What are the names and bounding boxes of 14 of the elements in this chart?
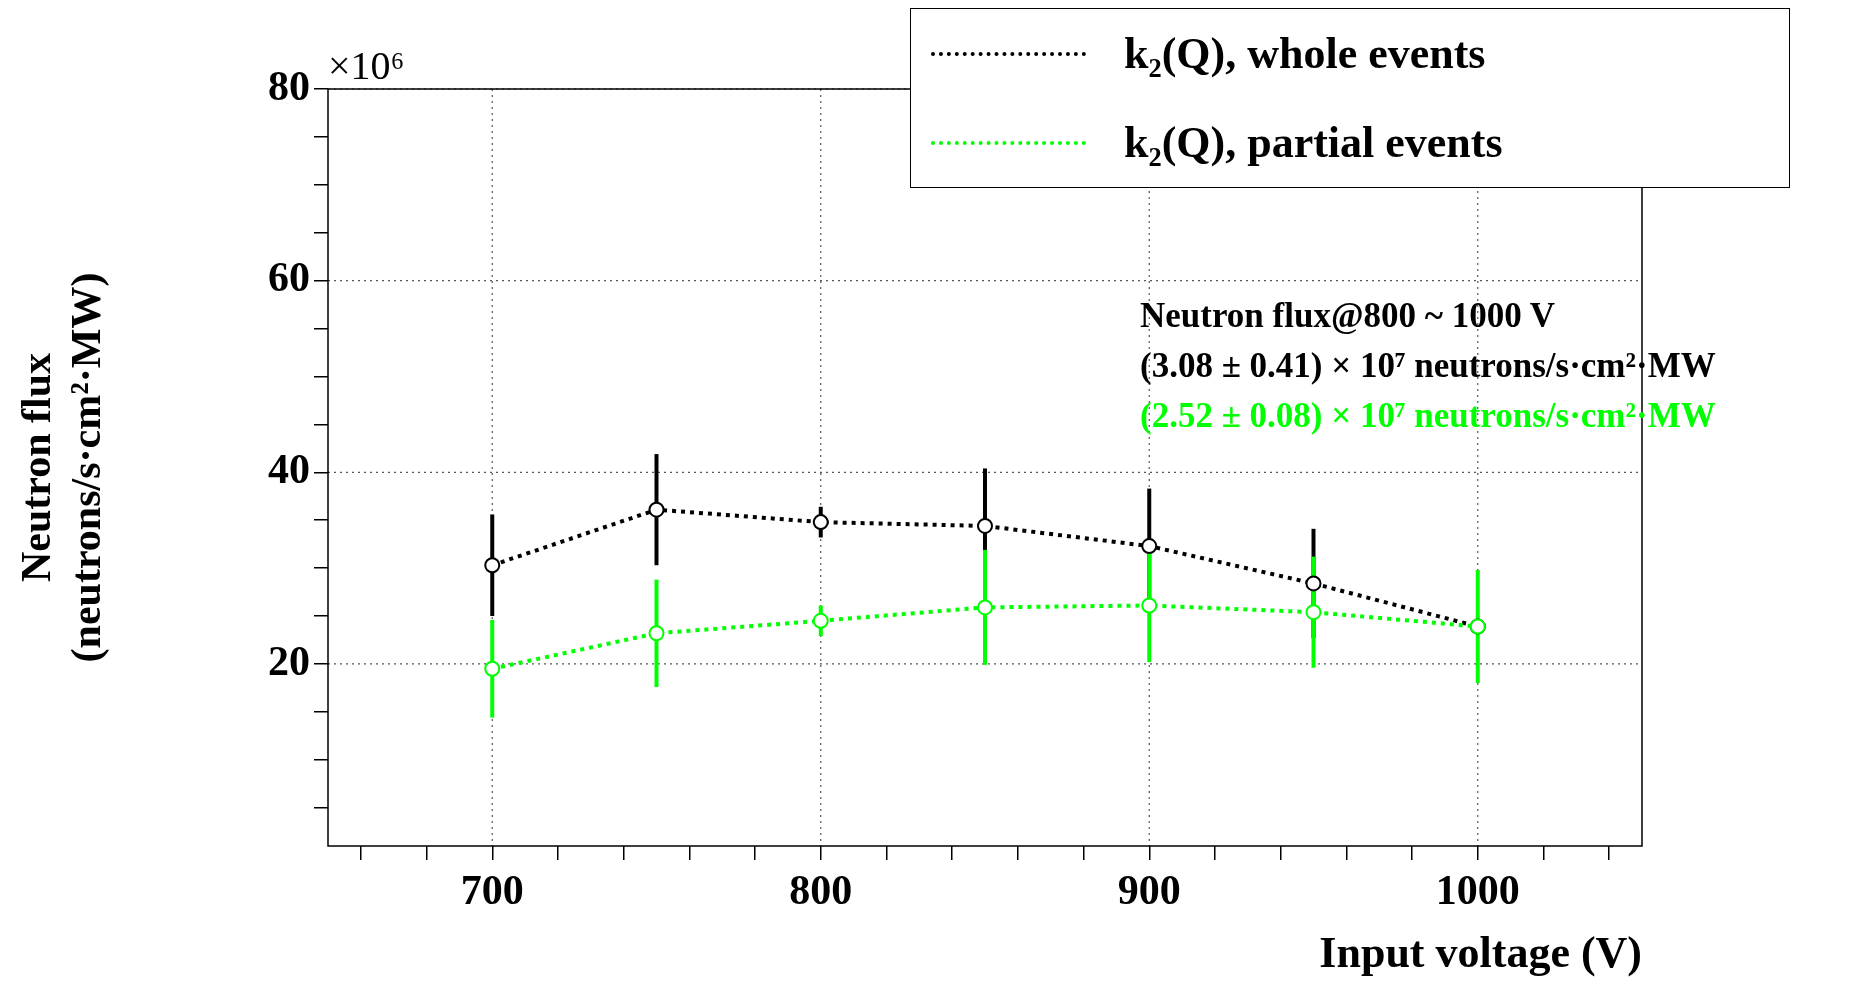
text: ×10⁶ <box>328 43 405 88</box>
legend-label: k₂(Q), whole events <box>1124 28 1486 79</box>
legend-label: k₂(Q), partial events <box>1124 117 1503 168</box>
x-axis-title: Input voltage (V) <box>1319 927 1642 977</box>
x-tick-label: 900 <box>1117 867 1181 914</box>
y-tick-label: 40 <box>268 446 310 493</box>
y-tick-label: 20 <box>268 637 310 684</box>
y-axis-title: Neutron flux (neutrons/s·cm²·MW) <box>13 272 111 663</box>
x-tick-label: 700 <box>460 867 524 914</box>
annotation: Neutron flux@800 ~ 1000 V <box>1140 296 1556 335</box>
y-tick-label: 80 <box>268 62 310 109</box>
x-tick-label: 800 <box>789 867 853 914</box>
x-tick-label: 1000 <box>1435 867 1520 914</box>
y-tick-label: 60 <box>268 254 310 301</box>
